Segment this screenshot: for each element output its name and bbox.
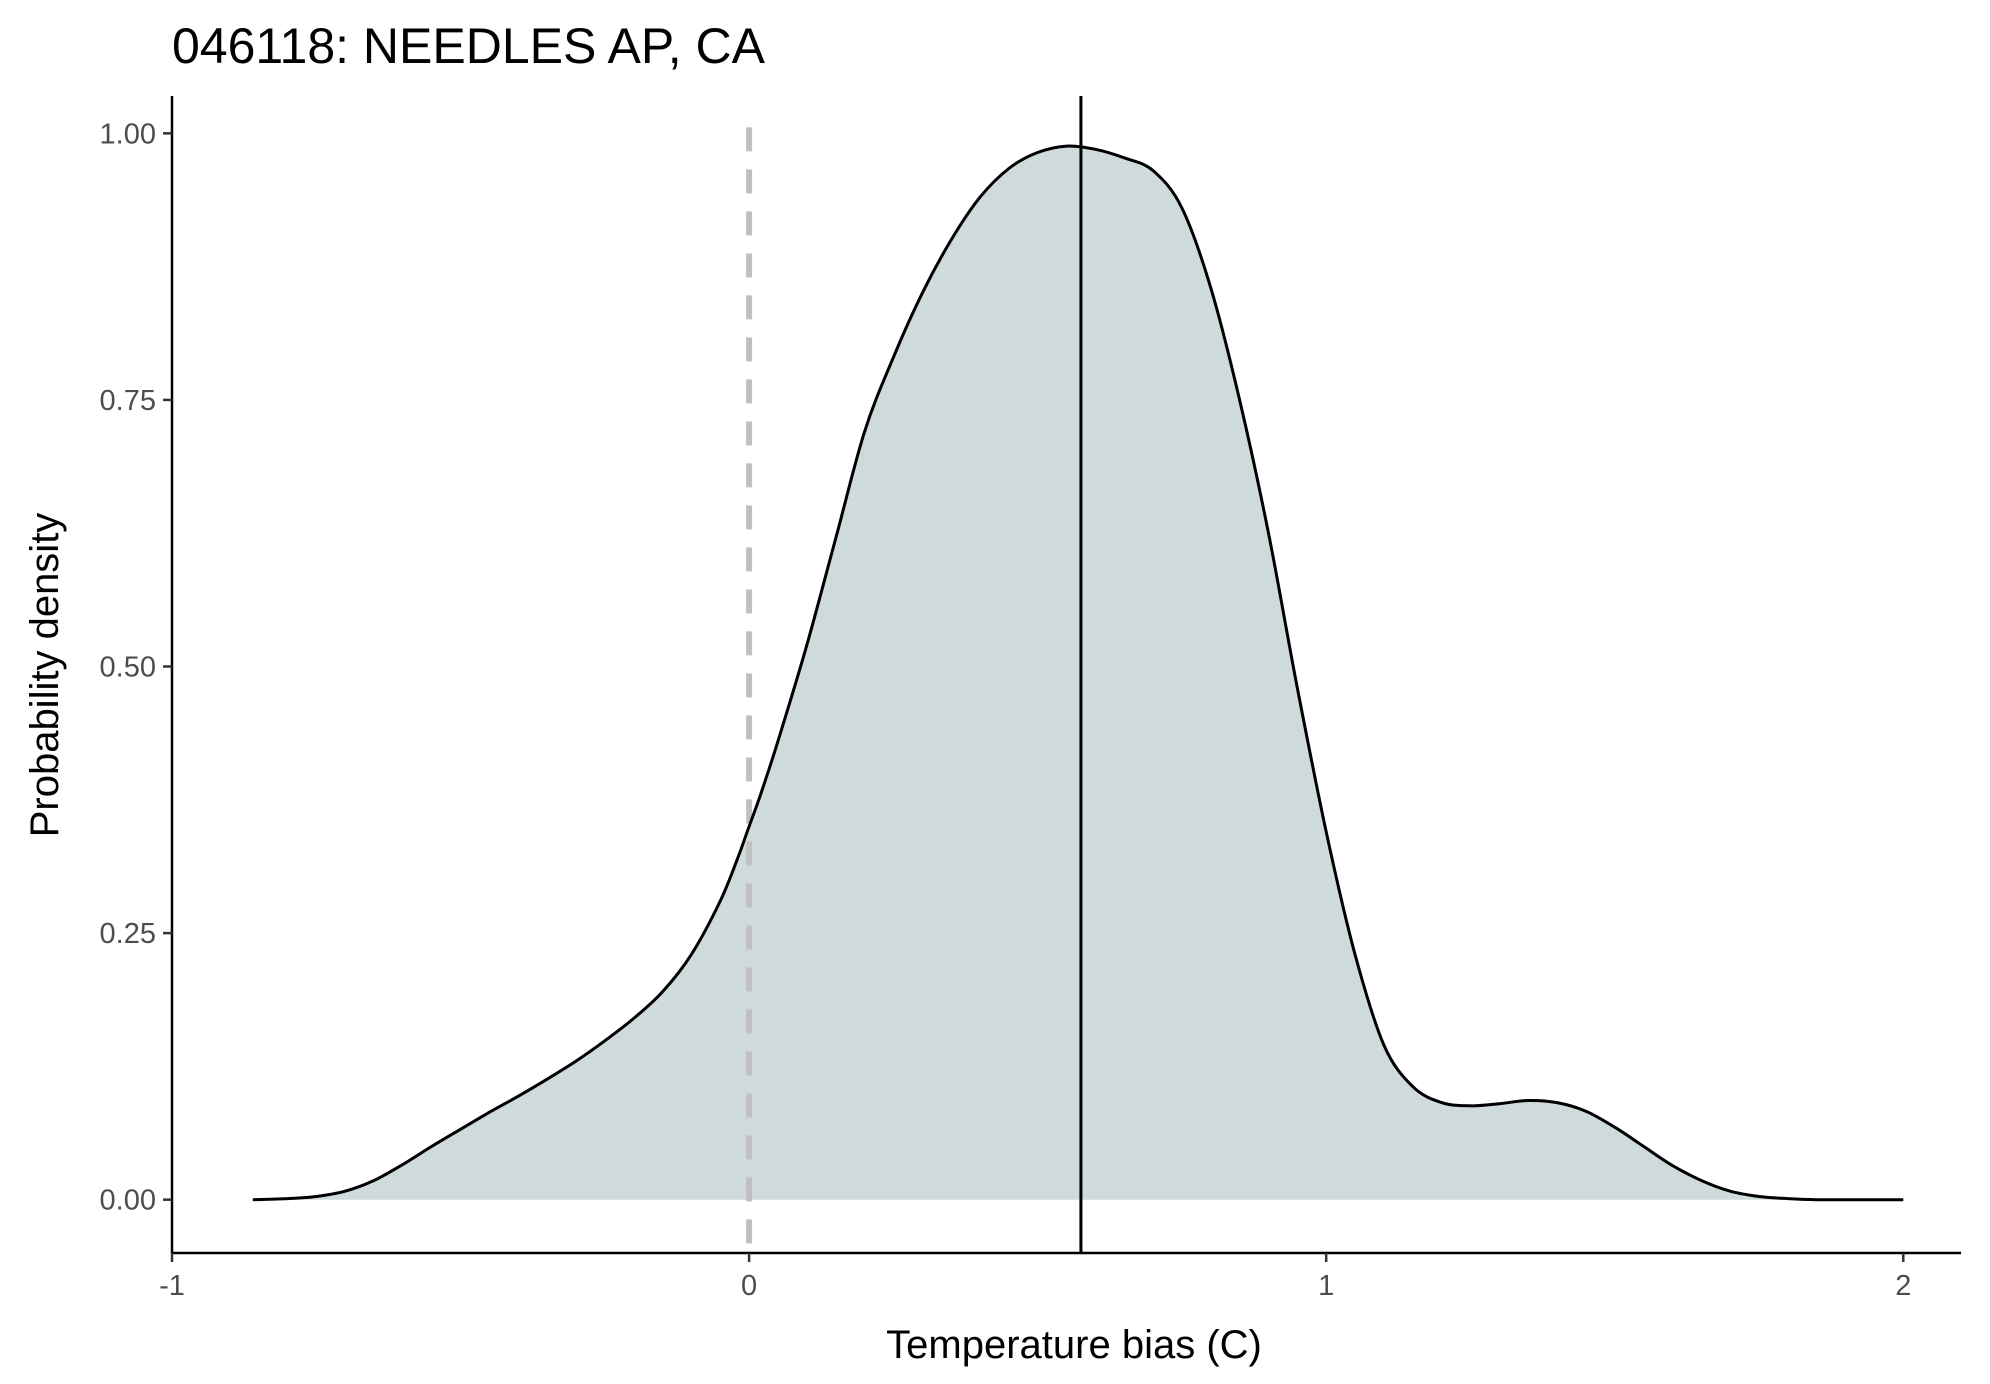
y-tick-label: 0.25: [100, 918, 156, 950]
y-axis-ticks: 0.00 0.25 0.50 0.75 1.00: [100, 118, 172, 1217]
density-area-0: [252, 146, 1904, 1200]
x-tick-label: 0: [741, 1270, 757, 1302]
x-axis-title: Temperature bias (C): [886, 1323, 1262, 1367]
plot-area: [252, 96, 1904, 1253]
y-tick-label: 0.75: [100, 385, 156, 417]
x-tick-label: 2: [1895, 1270, 1911, 1302]
y-tick-label: 1.00: [100, 118, 156, 150]
x-axis-ticks: -1 0 1 2: [159, 1253, 1911, 1302]
y-tick-label: 0.00: [100, 1185, 156, 1217]
y-tick-label: 0.50: [100, 652, 156, 684]
plot-title: 046118: NEEDLES AP, CA: [172, 18, 766, 74]
y-axis-title: Probability density: [23, 513, 67, 838]
density-curve-0: [252, 144, 1904, 1202]
x-tick-label: -1: [159, 1270, 185, 1302]
x-tick-label: 1: [1318, 1270, 1334, 1302]
